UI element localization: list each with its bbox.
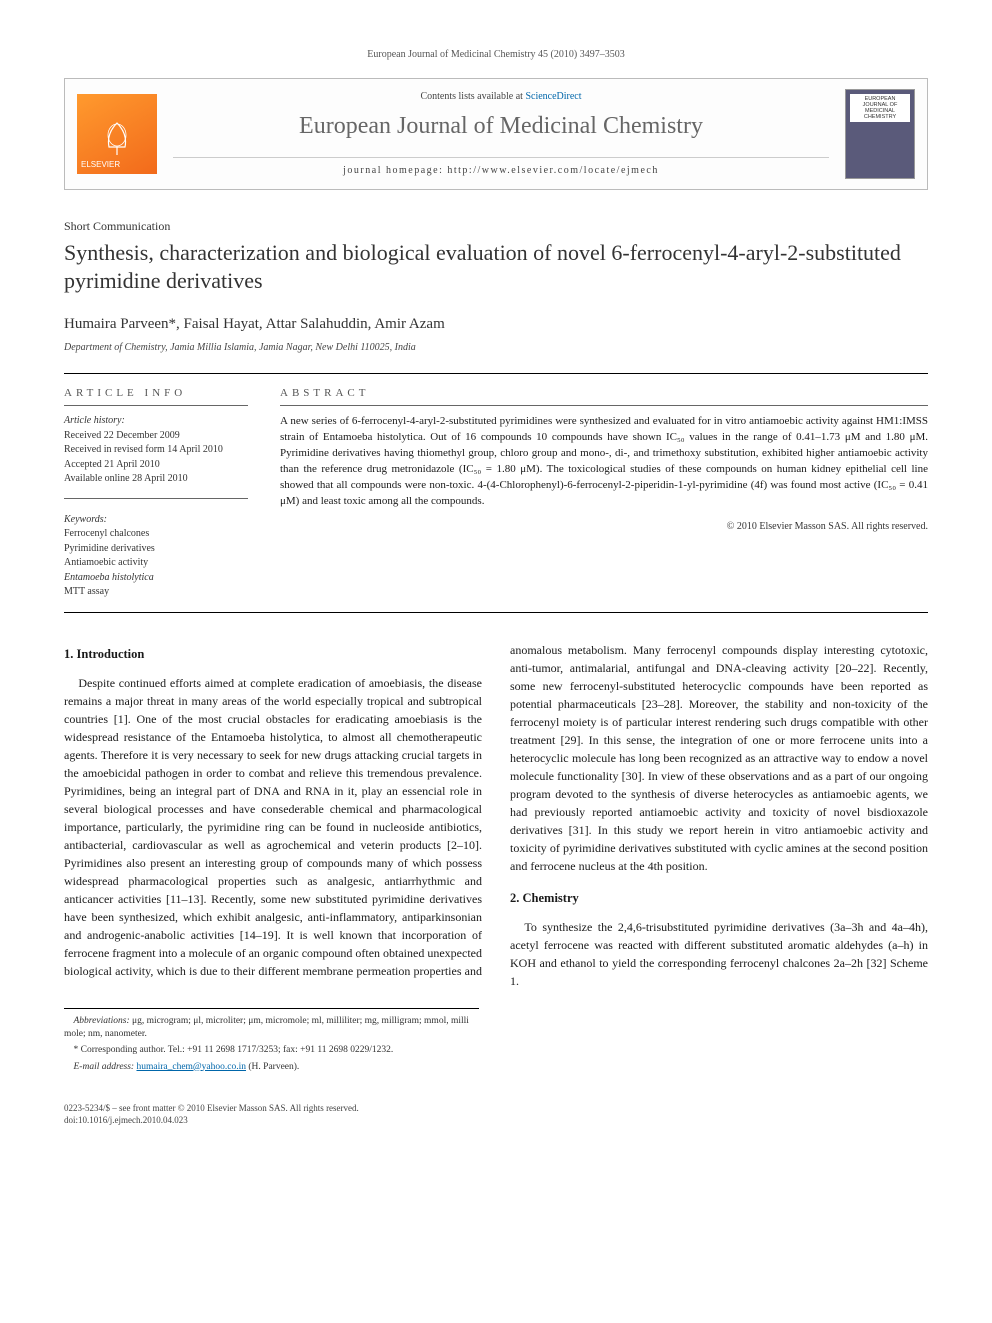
corresponding-author-footnote: * Corresponding author. Tel.: +91 11 269… bbox=[64, 1044, 479, 1057]
article-title: Synthesis, characterization and biologic… bbox=[64, 239, 928, 296]
history-received: Received 22 December 2009 bbox=[64, 429, 248, 443]
abstract-heading: ABSTRACT bbox=[280, 386, 928, 406]
article-info-heading: ARTICLE INFO bbox=[64, 386, 248, 406]
journal-cover-thumbnail: EUROPEAN JOURNAL OF MEDICINAL CHEMISTRY bbox=[845, 89, 915, 179]
keyword: Ferrocenyl chalcones bbox=[64, 527, 248, 541]
info-abstract-block: ARTICLE INFO Article history: Received 2… bbox=[64, 373, 928, 613]
keyword: Entamoeba histolytica bbox=[64, 571, 248, 585]
cover-title: EUROPEAN JOURNAL OF MEDICINAL CHEMISTRY bbox=[850, 94, 910, 122]
section-heading-intro: 1. Introduction bbox=[64, 645, 482, 664]
running-header: European Journal of Medicinal Chemistry … bbox=[64, 48, 928, 62]
elsevier-tree-icon bbox=[97, 119, 137, 159]
keyword: Antiamoebic activity bbox=[64, 556, 248, 570]
article-type: Short Communication bbox=[64, 218, 928, 235]
author-list: Humaira Parveen*, Faisal Hayat, Attar Sa… bbox=[64, 314, 928, 335]
sciencedirect-link[interactable]: ScienceDirect bbox=[525, 91, 581, 102]
email-link[interactable]: humaira_chem@yahoo.co.in bbox=[136, 1062, 246, 1072]
keyword: Pyrimidine derivatives bbox=[64, 542, 248, 556]
publisher-logo: ELSEVIER bbox=[77, 94, 157, 174]
email-footnote: E-mail address: humaira_chem@yahoo.co.in… bbox=[64, 1061, 479, 1074]
history-label: Article history: bbox=[64, 414, 248, 428]
email-label: E-mail address: bbox=[74, 1062, 137, 1072]
masthead-center: Contents lists available at ScienceDirec… bbox=[157, 90, 845, 179]
issn-line: 0223-5234/$ – see front matter © 2010 El… bbox=[64, 1102, 928, 1115]
journal-name: European Journal of Medicinal Chemistry bbox=[173, 110, 829, 144]
body-paragraph: To synthesize the 2,4,6-trisubstituted p… bbox=[510, 918, 928, 990]
abstract-column: ABSTRACT A new series of 6-ferrocenyl-4-… bbox=[264, 374, 928, 612]
page: European Journal of Medicinal Chemistry … bbox=[0, 0, 992, 1175]
body-text-columns: 1. Introduction Despite continued effort… bbox=[64, 641, 928, 990]
abbreviations-footnote: Abbreviations: μg, microgram; μl, microl… bbox=[64, 1015, 479, 1042]
abstract-copyright: © 2010 Elsevier Masson SAS. All rights r… bbox=[280, 520, 928, 534]
publisher-name: ELSEVIER bbox=[81, 159, 153, 170]
section-heading-chem: 2. Chemistry bbox=[510, 889, 928, 908]
footnotes-block: Abbreviations: μg, microgram; μl, microl… bbox=[64, 1008, 479, 1074]
email-suffix: (H. Parveen). bbox=[246, 1062, 299, 1072]
contents-prefix: Contents lists available at bbox=[420, 91, 525, 102]
footer-metadata: 0223-5234/$ – see front matter © 2010 El… bbox=[64, 1102, 928, 1127]
keywords-label: Keywords: bbox=[64, 513, 248, 527]
abbrev-label: Abbreviations: bbox=[74, 1016, 130, 1026]
homepage-url: http://www.elsevier.com/locate/ejmech bbox=[447, 165, 658, 176]
doi-line: doi:10.1016/j.ejmech.2010.04.023 bbox=[64, 1114, 928, 1127]
affiliation: Department of Chemistry, Jamia Millia Is… bbox=[64, 341, 928, 355]
journal-masthead: ELSEVIER Contents lists available at Sci… bbox=[64, 78, 928, 190]
keyword: MTT assay bbox=[64, 585, 248, 599]
history-accepted: Accepted 21 April 2010 bbox=[64, 458, 248, 472]
history-revised: Received in revised form 14 April 2010 bbox=[64, 443, 248, 457]
homepage-prefix: journal homepage: bbox=[343, 165, 447, 176]
contents-available-line: Contents lists available at ScienceDirec… bbox=[173, 90, 829, 104]
article-info-column: ARTICLE INFO Article history: Received 2… bbox=[64, 374, 264, 612]
keywords-block: Keywords: Ferrocenyl chalcones Pyrimidin… bbox=[64, 498, 248, 599]
journal-homepage-line: journal homepage: http://www.elsevier.co… bbox=[173, 157, 829, 178]
abstract-text: A new series of 6-ferrocenyl-4-aryl-2-su… bbox=[280, 414, 928, 510]
history-online: Available online 28 April 2010 bbox=[64, 472, 248, 486]
